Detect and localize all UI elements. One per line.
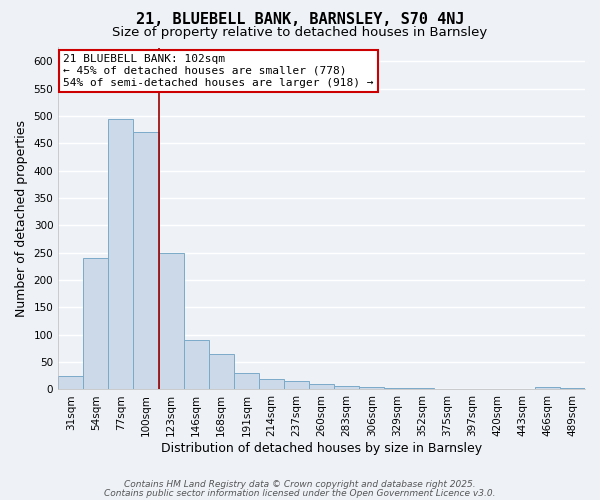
- Text: Contains public sector information licensed under the Open Government Licence v3: Contains public sector information licen…: [104, 488, 496, 498]
- Bar: [560, 388, 585, 390]
- Bar: [434, 389, 460, 390]
- Bar: [359, 388, 385, 390]
- Text: Contains HM Land Registry data © Crown copyright and database right 2025.: Contains HM Land Registry data © Crown c…: [124, 480, 476, 489]
- Bar: [535, 386, 560, 390]
- Bar: [385, 388, 409, 390]
- Text: 21 BLUEBELL BANK: 102sqm
← 45% of detached houses are smaller (778)
54% of semi-: 21 BLUEBELL BANK: 102sqm ← 45% of detach…: [64, 54, 374, 88]
- Bar: [259, 378, 284, 390]
- X-axis label: Distribution of detached houses by size in Barnsley: Distribution of detached houses by size …: [161, 442, 482, 455]
- Bar: [133, 132, 158, 390]
- Bar: [409, 388, 434, 390]
- Bar: [209, 354, 234, 390]
- Bar: [158, 252, 184, 390]
- Text: 21, BLUEBELL BANK, BARNSLEY, S70 4NJ: 21, BLUEBELL BANK, BARNSLEY, S70 4NJ: [136, 12, 464, 28]
- Text: Size of property relative to detached houses in Barnsley: Size of property relative to detached ho…: [112, 26, 488, 39]
- Bar: [284, 382, 309, 390]
- Bar: [109, 118, 133, 390]
- Bar: [460, 389, 485, 390]
- Bar: [184, 340, 209, 390]
- Bar: [334, 386, 359, 390]
- Bar: [58, 376, 83, 390]
- Y-axis label: Number of detached properties: Number of detached properties: [15, 120, 28, 317]
- Bar: [83, 258, 109, 390]
- Bar: [309, 384, 334, 390]
- Bar: [234, 373, 259, 390]
